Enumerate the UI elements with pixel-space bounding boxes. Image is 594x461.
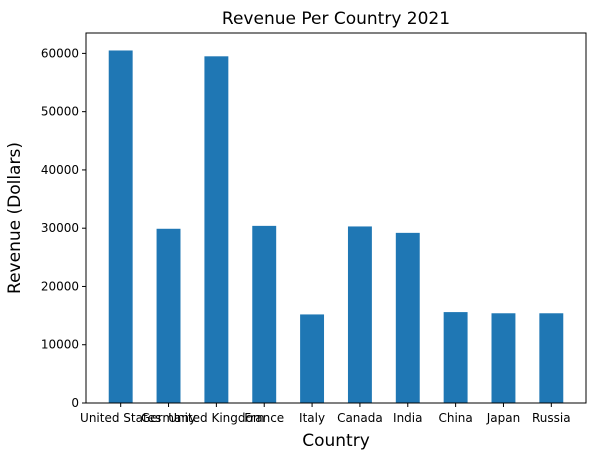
x-tick-label: Germany (141, 411, 196, 425)
x-tick-label: Russia (532, 411, 571, 425)
bar-canada (347, 226, 372, 403)
bar-united-kingdom (204, 56, 229, 404)
y-tick-label: 0 (71, 396, 79, 410)
chart-title: Revenue Per Country 2021 (222, 9, 450, 29)
bar-india (395, 232, 420, 403)
x-tick-label: United States (80, 411, 161, 425)
y-tick-label: 50000 (41, 105, 79, 119)
x-tick-label: France (244, 411, 284, 425)
y-tick-label: 10000 (41, 338, 79, 352)
x-tick-label: China (438, 411, 472, 425)
bar-italy (300, 314, 325, 403)
bar-united-states (108, 50, 133, 403)
x-tick-label: Japan (486, 411, 520, 425)
x-tick-label: India (393, 411, 422, 425)
y-tick-label: 40000 (41, 163, 79, 177)
plot-area-frame (85, 32, 587, 404)
y-axis-label: Revenue (Dollars) (5, 142, 25, 294)
y-tick-label: 30000 (41, 221, 79, 235)
bars-layer (108, 50, 564, 404)
bar-russia (539, 313, 564, 403)
y-tick-label: 20000 (41, 279, 79, 293)
bar-germany (156, 228, 181, 403)
y-tick-label: 60000 (41, 46, 79, 60)
bar-china (443, 312, 468, 403)
x-tick-label: Italy (299, 411, 325, 425)
x-axis-label: Country (302, 431, 370, 451)
x-tick-label: Canada (337, 411, 383, 425)
x-tick-label: United Kingdom (168, 411, 264, 425)
bar-japan (491, 313, 516, 403)
y-axis-ticks: 0 10000 20000 30000 40000 50000 60000 (41, 46, 86, 410)
bar-france (252, 225, 277, 403)
